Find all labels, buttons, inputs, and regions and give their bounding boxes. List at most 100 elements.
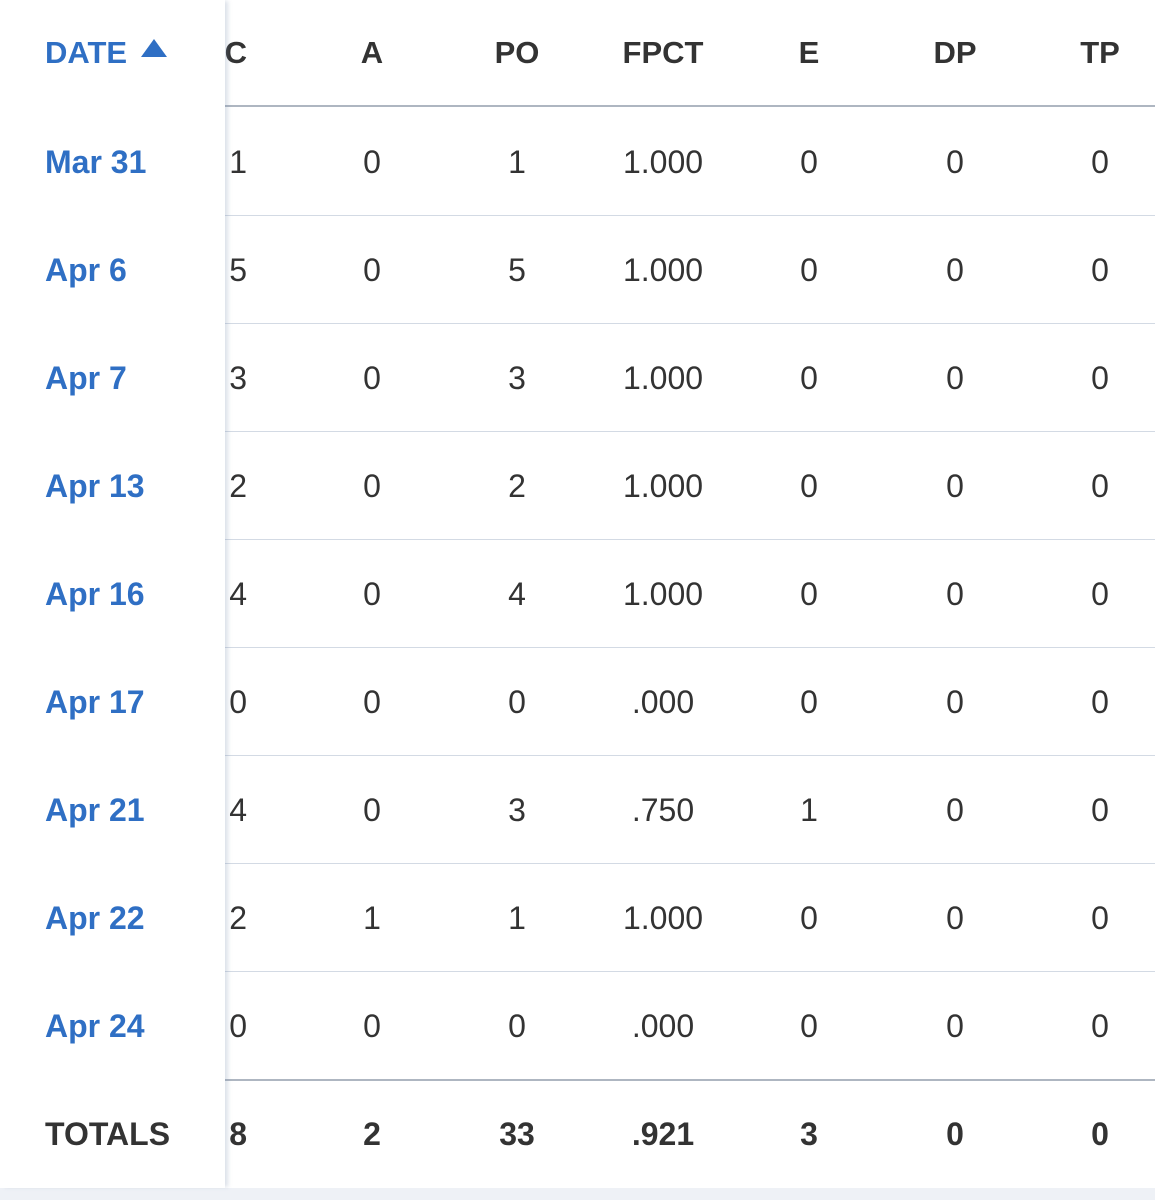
total-cell: 0 [1091,1116,1109,1152]
date-link[interactable]: Apr 22 [45,900,145,936]
stat-cell: 0 [1091,144,1109,180]
stat-cell: 4 [229,576,247,612]
date-link[interactable]: Apr 24 [45,1008,145,1044]
row-divider [0,1079,1155,1081]
stat-cell: 0 [363,684,381,720]
stat-cell: 0 [800,144,818,180]
stat-cell: 0 [946,144,964,180]
stat-cell: 0 [229,1008,247,1044]
column-header: E [798,35,820,70]
stat-cell: 0 [363,576,381,612]
stat-cell: 1 [800,792,818,828]
stat-cell: 0 [363,792,381,828]
stat-cell: 0 [1091,468,1109,504]
stat-cell: 0 [1091,1008,1109,1044]
stat-cell: 0 [800,684,818,720]
stat-cell: 0 [946,252,964,288]
date-link[interactable]: Mar 31 [45,144,147,180]
column-header: FPCT [622,35,704,70]
column-header: A [360,35,384,70]
stat-cell: 0 [1091,252,1109,288]
stat-cell: 1 [508,900,526,936]
stat-cell: 1.000 [622,252,704,288]
sort-arrow [141,39,168,57]
stat-cell: 0 [800,576,818,612]
date-link[interactable]: Apr 16 [45,576,145,612]
stat-cell: 0 [800,468,818,504]
total-cell: 2 [363,1116,381,1152]
stat-cell: 0 [1091,684,1109,720]
date-link[interactable]: Apr 6 [45,252,127,288]
date-link[interactable]: Apr 13 [45,468,145,504]
date-link[interactable]: Apr 21 [45,792,145,828]
stat-cell: 1.000 [622,144,704,180]
stat-cell: 1.000 [622,360,704,396]
total-cell: .921 [631,1116,695,1152]
sticky-date-column: DATE Mar 31 Apr 6 Apr 7 Apr 13 Apr 16 Apr 17 Ap… [0,0,225,1188]
stat-cell: 4 [229,792,247,828]
stat-cell: 3 [508,360,526,396]
stat-cell: 0 [800,900,818,936]
stat-cell: 0 [946,576,964,612]
stat-cell: 0 [1091,792,1109,828]
stat-cell: 0 [363,252,381,288]
stat-cell: .750 [631,792,695,828]
sort-header[interactable]: DATE [45,33,168,73]
total-cell: 8 [229,1116,247,1152]
stat-cell: 3 [508,792,526,828]
stat-cell: 1.000 [622,468,704,504]
stat-cell: 0 [229,684,247,720]
stat-cell: 0 [1091,900,1109,936]
stat-cell: .000 [631,1008,695,1044]
stat-cell: 1 [363,900,381,936]
stat-cell: 0 [946,360,964,396]
stat-cell: 1 [508,144,526,180]
stat-cell: 4 [508,576,526,612]
row-divider [0,755,1155,756]
stat-cell: 0 [946,1008,964,1044]
total-cell: 3 [800,1116,818,1152]
total-cell: 33 [499,1116,535,1152]
column-header: C [224,35,247,70]
row-divider [0,971,1155,972]
stat-cell: 0 [363,1008,381,1044]
column-header: DP [933,35,977,70]
stat-cell: 0 [946,900,964,936]
stat-cell: .000 [631,684,695,720]
stat-cell: 0 [1091,360,1109,396]
stat-cell: 0 [800,1008,818,1044]
row-divider [0,215,1155,216]
footer-band [0,1188,1155,1200]
stat-cell: 0 [946,468,964,504]
stat-cell: 5 [229,252,247,288]
stat-cell: 1.000 [622,576,704,612]
row-divider [0,863,1155,864]
stat-cell: 1 [229,144,247,180]
stat-cell: 1.000 [622,900,704,936]
stat-cell: 0 [508,1008,526,1044]
row-divider [0,431,1155,432]
date-link[interactable]: Apr 7 [45,360,127,396]
totals-label: TOTALS [45,1116,171,1152]
stat-cell: 0 [363,468,381,504]
row-divider [0,323,1155,324]
column-header: TP [1080,35,1120,70]
stat-cell: 5 [508,252,526,288]
stat-cell: 3 [229,360,247,396]
total-cell: 0 [946,1116,964,1152]
stat-cell: 0 [946,684,964,720]
stat-cell: 0 [946,792,964,828]
stat-cell: 2 [229,468,247,504]
column-header: PO [494,35,540,70]
row-divider [0,539,1155,540]
date-link[interactable]: Apr 17 [45,684,145,720]
row-divider [0,105,1155,107]
stat-cell: 0 [363,144,381,180]
stat-cell: 0 [1091,576,1109,612]
stat-cell: 0 [800,360,818,396]
stat-cell: 0 [508,684,526,720]
stat-cell: 0 [363,360,381,396]
stat-cell: 2 [508,468,526,504]
